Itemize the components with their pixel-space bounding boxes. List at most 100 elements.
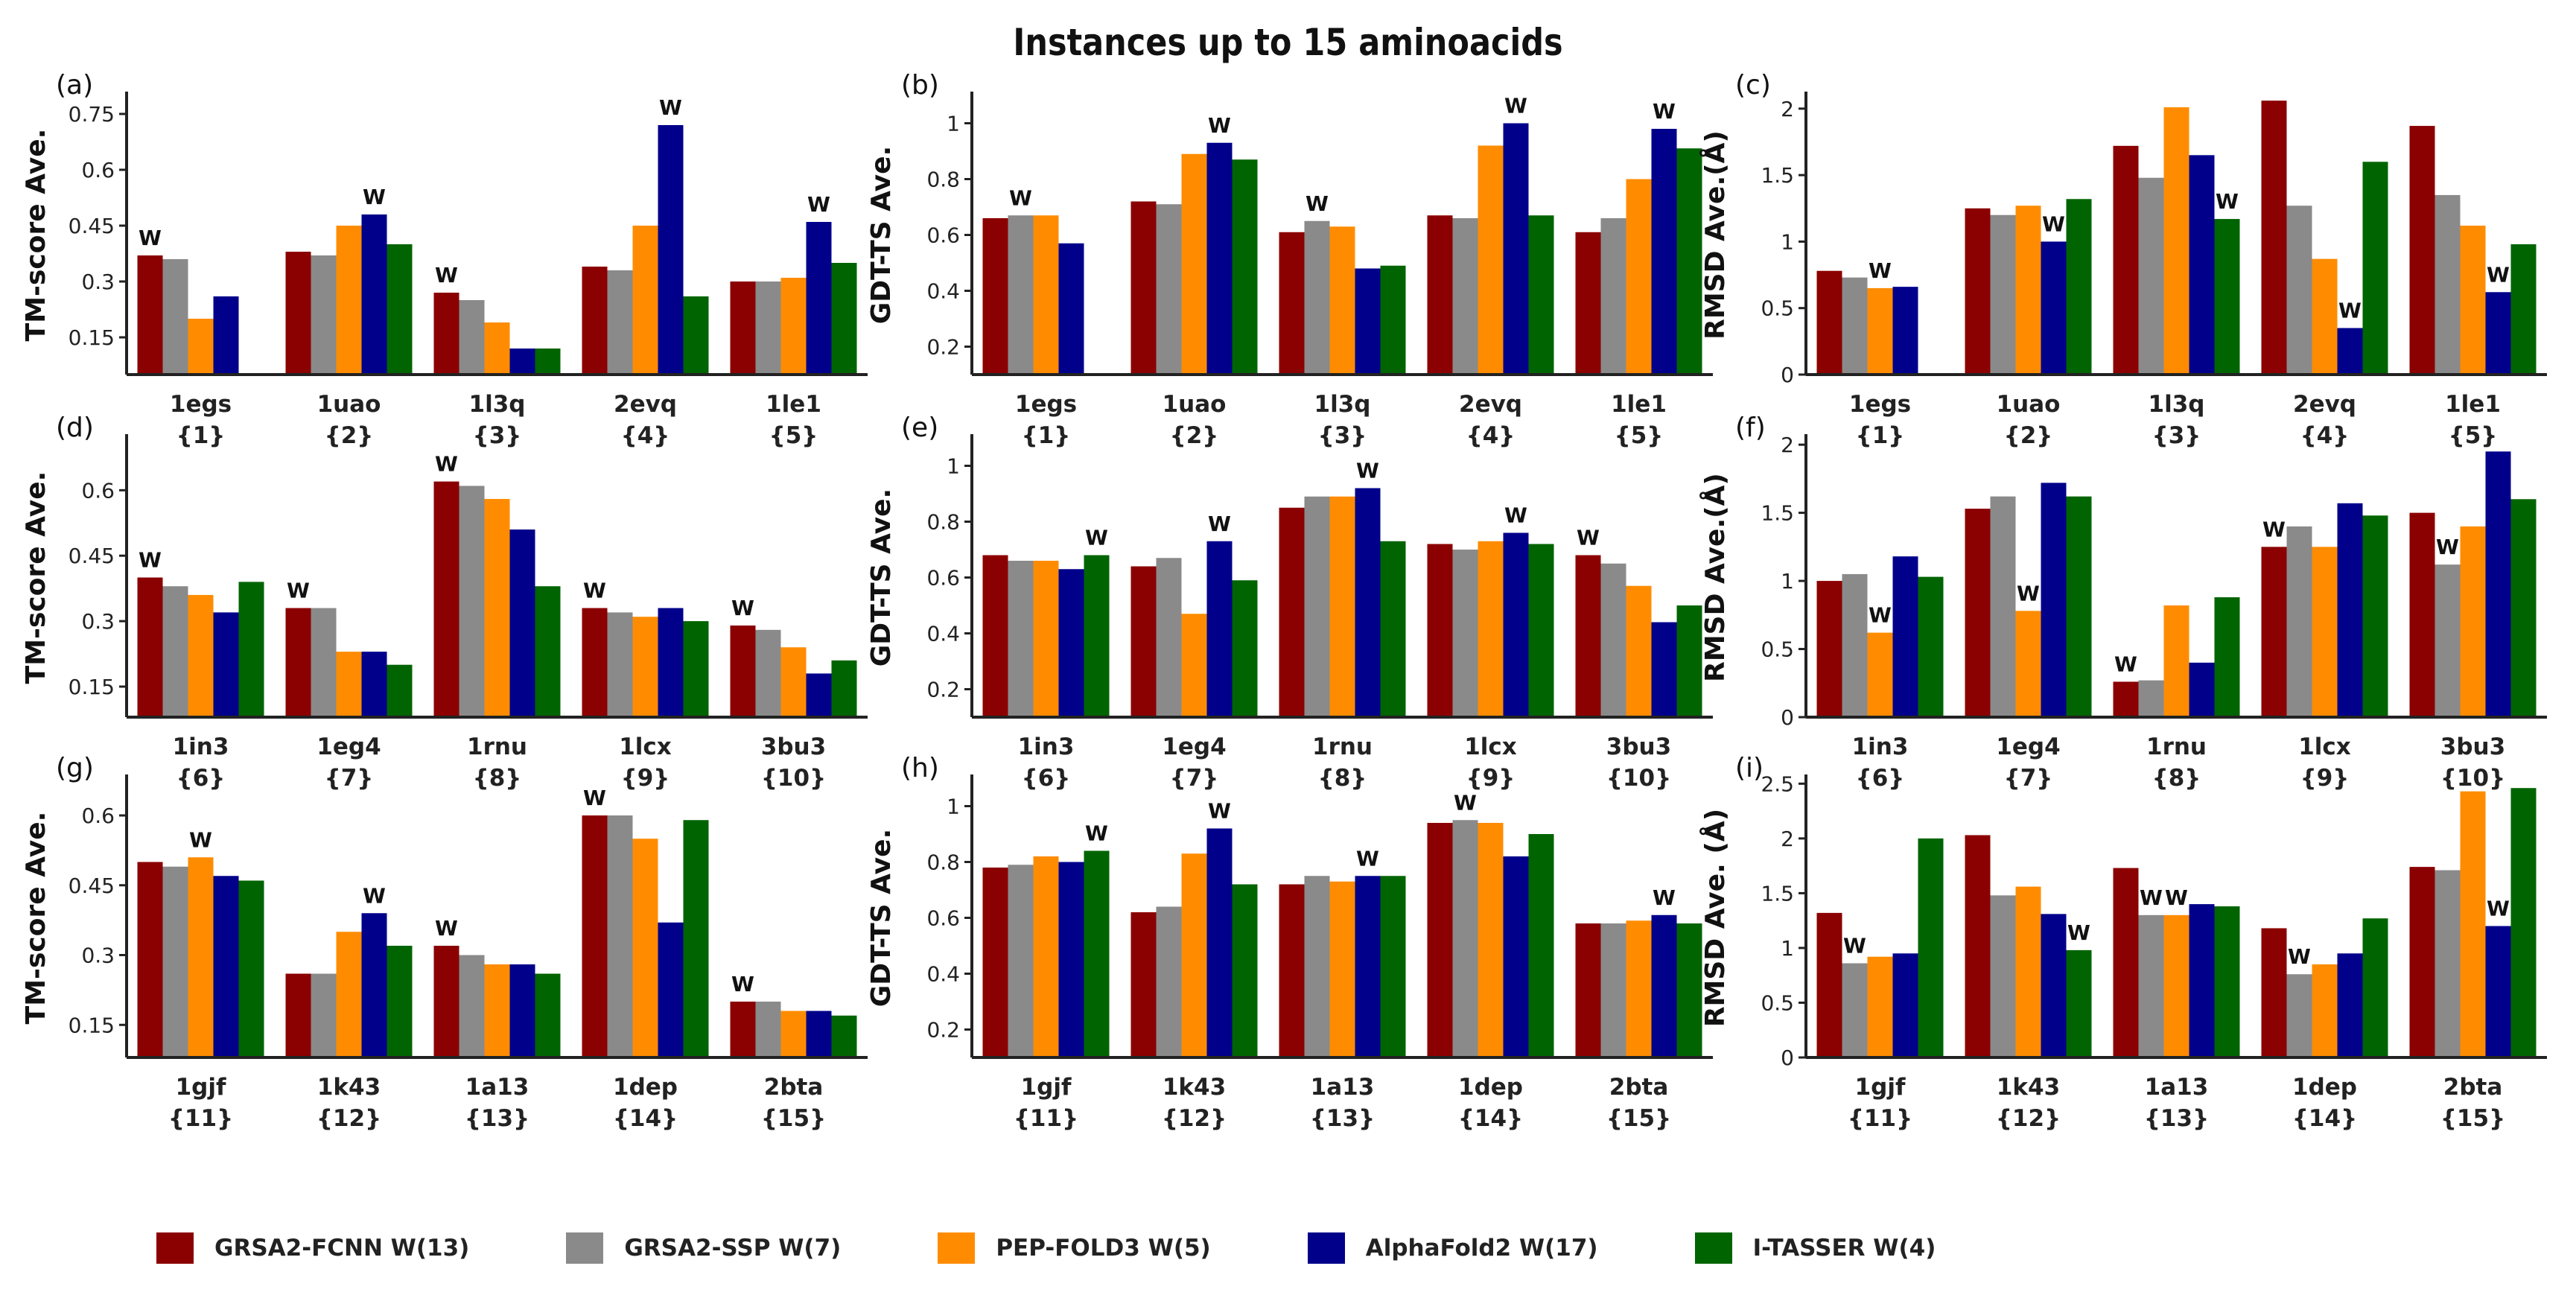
x-id-label: {12} (317, 1105, 381, 1132)
y-tick-label: 0.15 (69, 325, 115, 350)
x-id-label: {11} (1014, 1105, 1078, 1132)
bar (1626, 179, 1652, 375)
x-tick-label: 1eg4 (1996, 734, 2060, 760)
legend-item: GRSA2-SSP W(7) (566, 1232, 841, 1264)
bar (632, 839, 658, 1057)
x-id-label: {13} (465, 1105, 529, 1132)
bar (336, 932, 362, 1057)
bar (1452, 820, 1478, 1057)
y-tick-label: 0.5 (1761, 990, 1794, 1015)
x-tick-label: 2evq (1459, 391, 1522, 418)
y-tick-label: 0 (1781, 1046, 1794, 1070)
winner-marker: W (2017, 581, 2040, 605)
bar (755, 1002, 781, 1057)
bar (387, 946, 413, 1057)
bar (213, 876, 239, 1057)
x-tick-label: 1k43 (1163, 1074, 1226, 1101)
winner-marker: W (363, 185, 386, 209)
x-tick-label: 3bu3 (2440, 734, 2505, 760)
x-tick-label: 2evq (2293, 391, 2356, 418)
x-tick-label: 2evq (614, 391, 677, 418)
bar (387, 664, 413, 717)
x-tick-label: 1in3 (1018, 734, 1075, 760)
y-tick-label: 0.5 (1761, 296, 1794, 321)
bar (213, 612, 239, 717)
y-axis-label: GDT-TS Ave. (866, 489, 897, 667)
bar (683, 296, 709, 375)
bar (2214, 597, 2240, 717)
bar (2261, 101, 2287, 375)
x-tick-label: 1a13 (2145, 1074, 2209, 1101)
bar (780, 1011, 807, 1057)
bar (535, 586, 561, 717)
y-tick-label: 0.2 (926, 678, 960, 702)
bar (2362, 162, 2388, 375)
bar (1329, 226, 1355, 375)
bar (607, 612, 633, 717)
x-id-label: {3} (1318, 422, 1367, 449)
bar (509, 349, 535, 375)
x-tick-label: 1dep (613, 1074, 678, 1101)
x-id-label: {7} (2004, 765, 2053, 792)
y-tick-label: 0.2 (926, 1018, 960, 1043)
winner-marker: W (1454, 790, 1477, 815)
bar (162, 259, 188, 375)
bar (1816, 581, 1842, 717)
winner-marker: W (1208, 799, 1231, 824)
bar (780, 647, 807, 717)
legend-swatch (1694, 1232, 1732, 1264)
y-tick-label: 0.6 (926, 566, 960, 591)
y-axis-label: RMSD Ave.(Å) (1699, 473, 1731, 682)
bar (582, 815, 608, 1057)
bar (1084, 555, 1110, 717)
y-tick-label: 0.6 (81, 804, 115, 828)
y-tick-label: 1 (947, 454, 960, 479)
x-id-label: {8} (473, 765, 522, 792)
y-tick-label: 0.15 (69, 675, 115, 699)
bar (2261, 928, 2287, 1057)
bar (1156, 558, 1182, 717)
bar (311, 608, 337, 717)
bar (2261, 547, 2287, 717)
bar (806, 673, 832, 717)
winner-marker: W (2216, 189, 2239, 214)
x-tick-label: 1dep (1458, 1074, 1523, 1101)
bar (1842, 963, 1868, 1057)
bar (1206, 142, 1233, 375)
bar (1427, 215, 1453, 375)
bar (162, 586, 188, 717)
legend-item: GRSA2-FCNN W(13) (156, 1232, 469, 1264)
bar (2015, 206, 2041, 375)
winner-marker: W (435, 263, 458, 287)
bar (1008, 561, 1034, 717)
panel-label: (g) (56, 753, 94, 783)
legend-label: AlphaFold2 W(17) (1365, 1235, 1598, 1262)
bar (484, 499, 510, 717)
x-tick-label: 1a13 (465, 1074, 529, 1101)
x-id-label: {7} (1170, 765, 1219, 792)
y-axis-label: RMSD Ave. (Å) (1699, 809, 1731, 1027)
bar (1626, 585, 1652, 717)
bar (1355, 488, 1381, 717)
bar (2041, 914, 2067, 1057)
winner-marker: W (1009, 185, 1032, 210)
legend-label: I-TASSER W(4) (1752, 1235, 1936, 1262)
bar (1651, 129, 1677, 375)
x-id-label: {4} (2300, 422, 2350, 449)
x-tick-label: 1gjf (1021, 1074, 1072, 1101)
bar (1965, 835, 1991, 1057)
x-tick-label: 1egs (1849, 391, 1911, 418)
winner-marker: W (1843, 934, 1866, 958)
bar (2015, 886, 2041, 1057)
x-id-label: {1} (176, 422, 226, 449)
bar (1842, 277, 1868, 375)
bar (1033, 215, 1059, 375)
bar (2015, 611, 2041, 717)
bar (2510, 499, 2537, 717)
x-id-label: {6} (1022, 765, 1071, 792)
bar (2312, 964, 2338, 1057)
bar (1355, 268, 1381, 375)
bar (1279, 232, 1305, 375)
panel-label: (c) (1735, 70, 1771, 101)
bar (683, 621, 709, 717)
